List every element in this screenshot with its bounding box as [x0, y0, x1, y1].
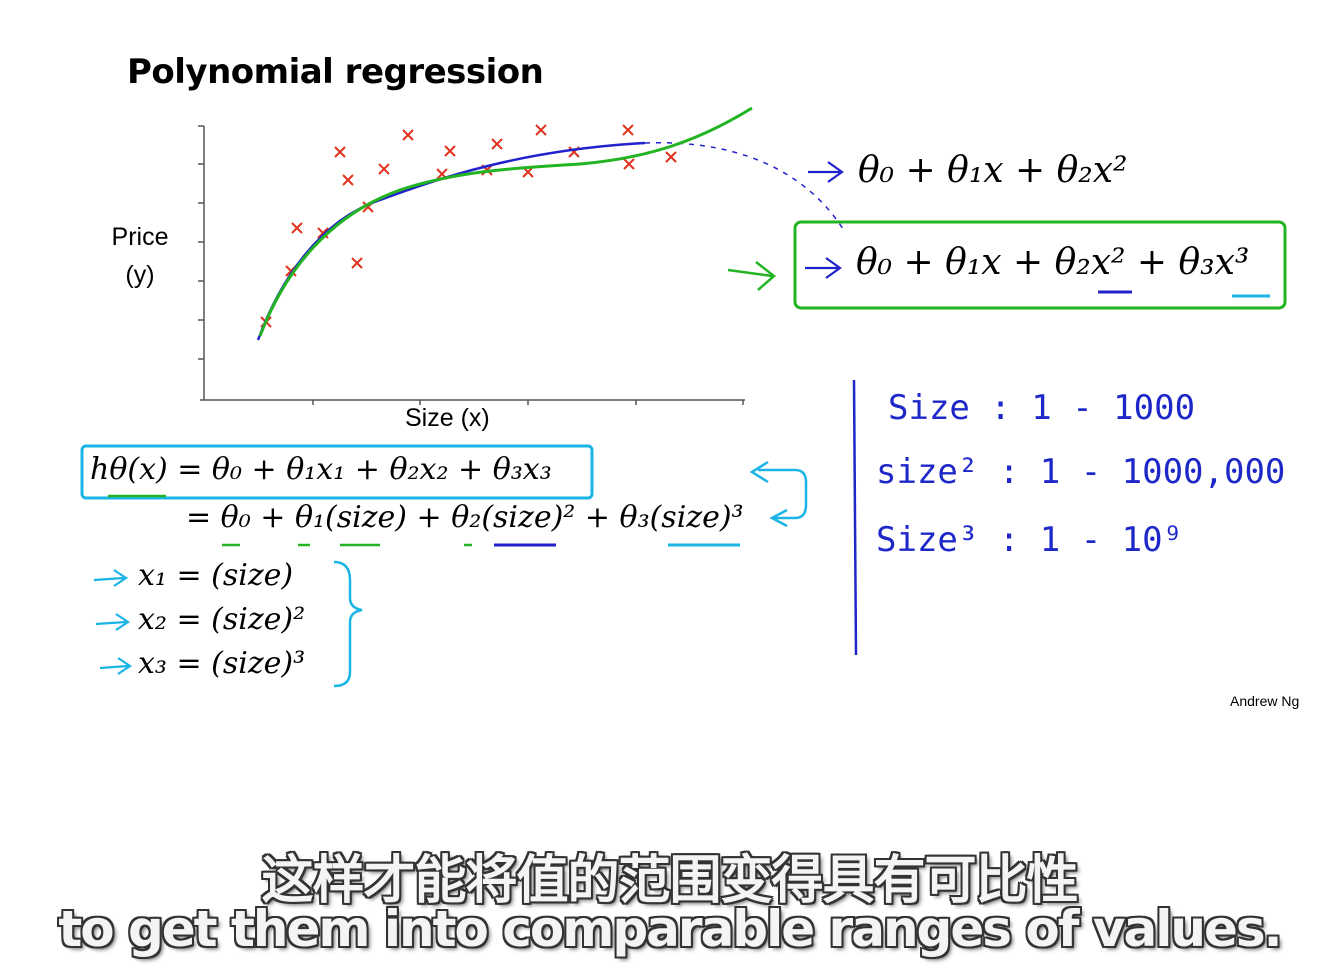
subtitle-english: to get them into comparable ranges of va…	[58, 900, 1282, 958]
note-row-1: Size : 1 - 1000	[888, 388, 1196, 428]
data-point-marker	[623, 158, 635, 170]
data-point-marker	[402, 129, 414, 141]
data-point-marker	[491, 138, 503, 150]
data-point-marker	[334, 146, 346, 158]
cubic-model: θ₀ + θ₁x + θ₂x² + θ₃x³	[856, 242, 1250, 283]
data-point-marker	[622, 124, 634, 136]
data-point-marker	[351, 257, 363, 269]
curly-brace	[333, 560, 363, 688]
author-credit: Andrew Ng	[1230, 693, 1300, 709]
x-axis-label: Size (x)	[405, 404, 490, 432]
dashed-pointer	[644, 141, 846, 233]
data-point-marker	[291, 222, 303, 234]
arrow-icon	[769, 508, 788, 528]
arrow-icon	[727, 261, 776, 291]
feature-x1: x₁ = (size)	[138, 558, 294, 593]
hypothesis-line2: = θ₀ + θ₁(size) + θ₂(size)² + θ₃(size)³	[186, 500, 744, 535]
cubic-highlight-box	[793, 220, 1287, 310]
data-point-marker	[378, 163, 390, 175]
data-point-marker	[665, 151, 677, 163]
subtitle-chinese: 这样才能将值的范围变得具有可比性	[261, 851, 1078, 911]
slide-title: Polynomial regression	[127, 52, 544, 92]
note-row-2: size² : 1 - 1000,000	[876, 452, 1286, 492]
arrow-icon	[749, 460, 769, 484]
data-point-marker	[444, 145, 456, 157]
arrow-icon	[808, 161, 844, 183]
y-axis-label: Price (y)	[100, 218, 180, 294]
note-row-3: Size³ : 1 - 10⁹	[876, 520, 1184, 560]
data-point-marker	[535, 124, 547, 136]
hypothesis-highlight-box	[80, 444, 594, 500]
arrow-icon	[93, 569, 132, 675]
arrow-icon	[805, 257, 842, 279]
cubic-fit-curve	[258, 106, 753, 337]
hypothesis-line1: hθ(x) = θ₀ + θ₁x₁ + θ₂x₂ + θ₃x₃	[90, 452, 552, 487]
return-bracket	[758, 468, 808, 520]
feature-x2: x₂ = (size)²	[138, 602, 306, 637]
data-point-marker	[342, 174, 354, 186]
y-axis-label-line2: (y)	[125, 261, 155, 289]
feature-x3: x₃ = (size)³	[138, 646, 306, 681]
notes-divider	[852, 379, 858, 656]
quadratic-model: θ₀ + θ₁x + θ₂x²	[858, 150, 1128, 191]
quadratic-fit-curve	[256, 141, 646, 341]
data-markers	[260, 124, 677, 328]
y-axis-label-line1: Price	[111, 223, 169, 251]
plot-axes	[198, 125, 745, 405]
